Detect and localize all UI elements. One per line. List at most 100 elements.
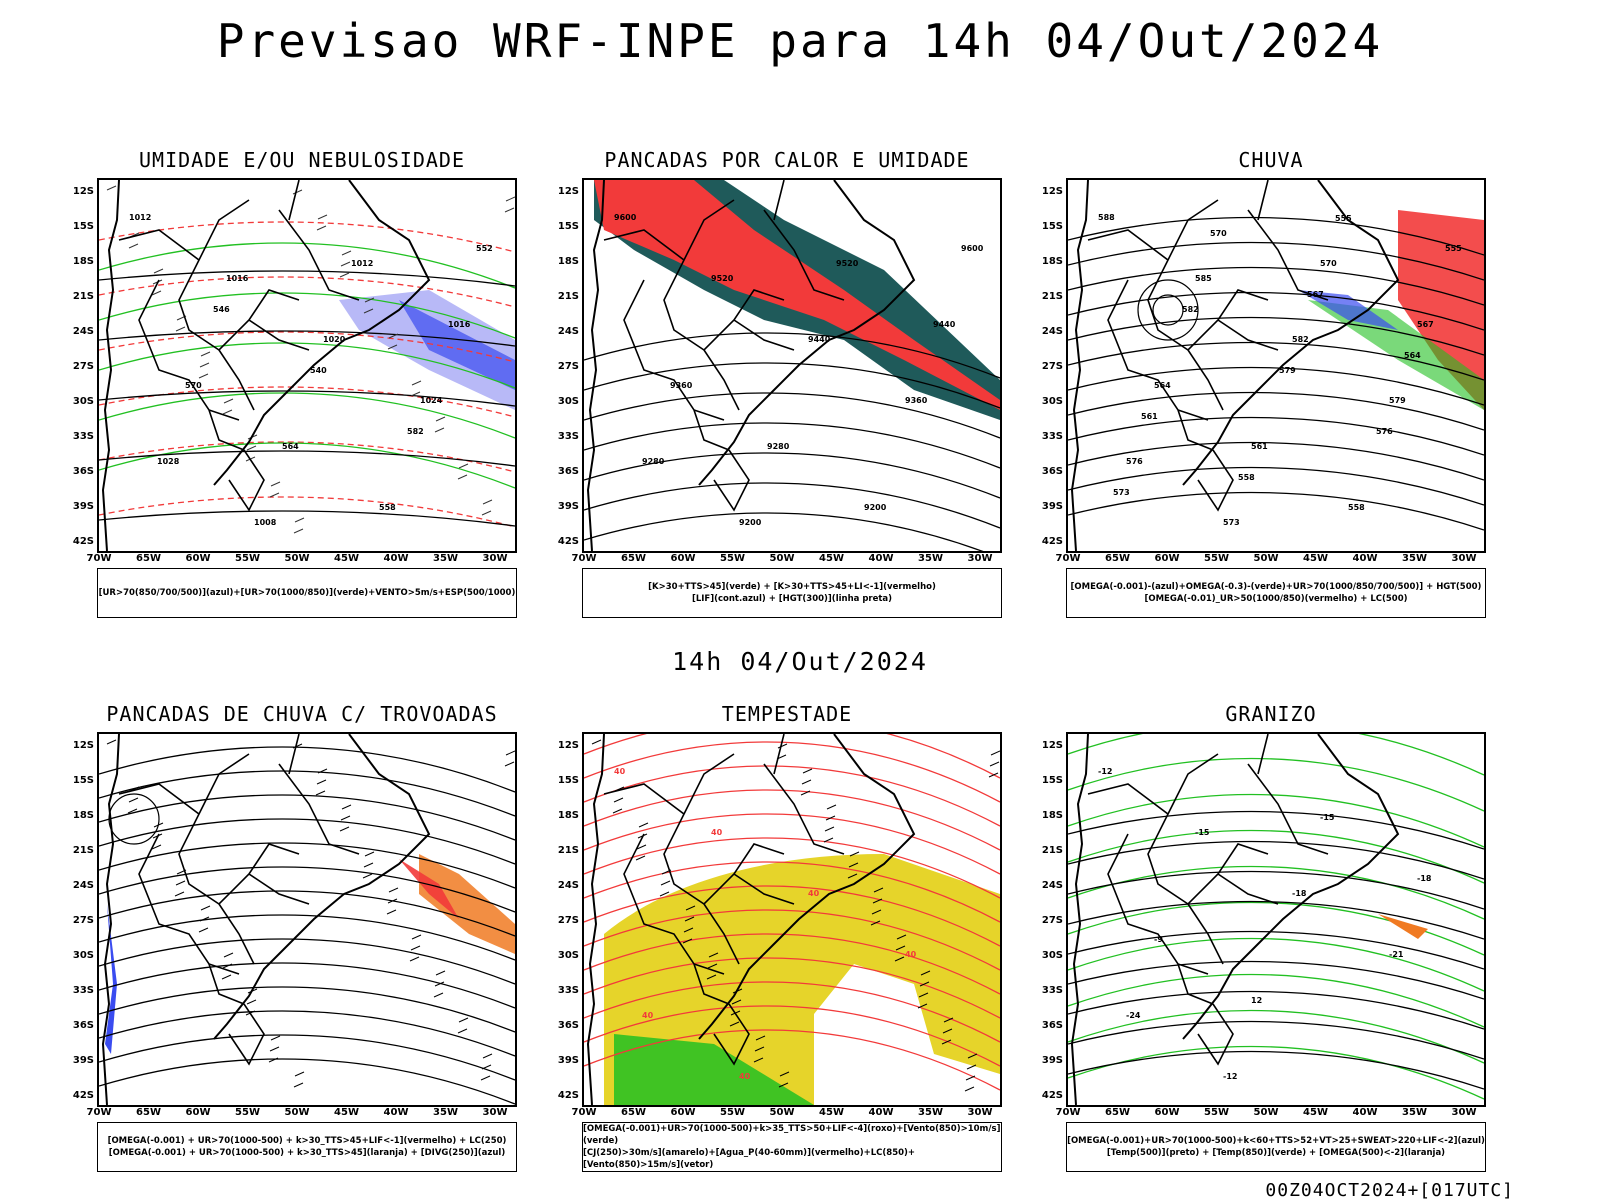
country-borders: [1087, 734, 1329, 1066]
map-area[interactable]: [97, 732, 517, 1107]
contour-label: 579: [1389, 396, 1406, 405]
legend-line: [K>30+TTS>45](verde) + [K>30+TTS>45+LI<-…: [648, 582, 936, 592]
storm-orange-area: [419, 854, 515, 954]
wind-vector: [363, 308, 374, 314]
wind-vector: [458, 1017, 469, 1023]
contour-line: [1068, 734, 1484, 776]
longitude-tick: 45W: [334, 553, 359, 564]
map-area[interactable]: 1012 1016 1020 1024 1028 1008 1012 1016 570 564 55…: [97, 178, 517, 553]
circulation-center: [1137, 279, 1199, 341]
wind-vector: [895, 945, 906, 951]
contour-line: [584, 1029, 1000, 1091]
legend-line: [OMEGA(-0.001)+UR>70(1000-500)+k<60+TTS>…: [1067, 1136, 1485, 1146]
wind-vector: [873, 887, 884, 893]
contour-line: [99, 276, 515, 308]
contour-line: [584, 789, 1000, 851]
contour-line: [99, 794, 515, 841]
wind-vector: [411, 380, 422, 386]
wind-vector: [482, 499, 493, 505]
country-borders: [603, 180, 845, 512]
wind-vector: [435, 416, 446, 422]
contour-line: [1068, 441, 1484, 481]
latitude-tick: 15S: [72, 221, 94, 232]
latitude-tick: 27S: [1041, 915, 1063, 926]
wind-vector: [826, 804, 837, 810]
legend-line: [OMEGA(-0.001)+UR>70(1000-500)+k>35_TTS>…: [583, 1124, 1001, 1146]
contour-line: [99, 330, 515, 347]
longitude-tick: 65W: [136, 553, 161, 564]
contour-label: 567: [1417, 320, 1434, 329]
rain-red-area: [1398, 210, 1484, 410]
contour-line: [584, 332, 1000, 379]
map-canvas: 40 40 40 40 40 40: [584, 734, 1000, 1105]
wind-vector: [153, 822, 164, 828]
forecast-date-label: 14h 04/Out/2024: [672, 647, 928, 676]
wind-vector: [340, 815, 351, 821]
wind-vector: [754, 1046, 765, 1052]
contour-label: 1020: [323, 335, 346, 344]
longitude-tick: 40W: [383, 553, 409, 564]
wind-vector: [223, 398, 234, 404]
wind-vector: [199, 916, 210, 922]
map-area[interactable]: -12 -15 -18 -21 -24 -12 -15 -18 -9 12: [1066, 732, 1486, 1107]
longitude-tick: 40W: [1352, 553, 1378, 564]
wind-vector: [825, 815, 836, 821]
wind-vector: [151, 290, 162, 296]
longitude-tick: 65W: [136, 1107, 161, 1118]
wind-vector: [364, 297, 375, 303]
wind-vector: [683, 927, 694, 933]
contour-line: [584, 885, 1000, 947]
wind-vector: [731, 999, 742, 1005]
contour-label: 552: [476, 244, 493, 253]
latitude-tick: 27S: [557, 361, 579, 372]
legend-line: [OMEGA(-0.001)-(azul)+OMEGA(-0.3)-(verde…: [1070, 582, 1482, 592]
contour-line: [99, 1034, 515, 1081]
latitude-tick: 18S: [72, 256, 94, 267]
contour-line: [99, 386, 515, 418]
longitude-tick: 45W: [819, 1107, 844, 1118]
contour-line: [99, 890, 515, 937]
wind-vector: [849, 851, 860, 857]
contour-line: [99, 442, 515, 489]
coastline: [586, 180, 916, 551]
wind-vector: [341, 804, 352, 810]
longitude-tick: 45W: [819, 553, 844, 564]
longitude-tick: 60W: [185, 553, 211, 564]
wind-vector: [942, 1028, 953, 1034]
latitude-tick: 30S: [72, 396, 94, 407]
latitude-axis: 12S 15S 18S 21S 24S 27S 30S 33S 36S 39S 42S: [1021, 178, 1065, 553]
longitude-tick: 35W: [433, 1107, 458, 1118]
longitude-tick: 70W: [1055, 553, 1081, 564]
contour-label: -18: [1417, 874, 1432, 883]
longitude-tick: 70W: [571, 553, 597, 564]
map-area[interactable]: 588 585 582 579 576 573 570 567 564 561 558 555 582 5…: [1066, 178, 1486, 553]
panel-legend: [UR>70(850/700/500)](azul)+[UR>70(1000/8…: [97, 568, 517, 618]
contour-label: 40: [711, 828, 723, 837]
wind-vector: [659, 891, 670, 897]
wind-vector: [457, 1028, 468, 1034]
contour-label: 573: [1223, 518, 1240, 527]
longitude-tick: 55W: [235, 553, 260, 564]
latitude-tick: 21S: [1041, 291, 1063, 302]
panel-legend: [K>30+TTS>45](verde) + [K>30+TTS>45+LI<-…: [582, 568, 1002, 618]
latitude-tick: 36S: [557, 466, 579, 477]
wind-vector: [315, 790, 326, 796]
contour-line: [99, 392, 515, 439]
longitude-tick: 30W: [1451, 1107, 1477, 1118]
longitude-tick: 35W: [918, 1107, 943, 1118]
latitude-tick: 27S: [1041, 361, 1063, 372]
contour-line: [99, 342, 515, 389]
contour-label: -21: [1389, 950, 1404, 959]
latitude-tick: 39S: [1041, 501, 1063, 512]
map-area[interactable]: 9600 9520 9440 9360 9280 9200 9520 9440 9360 9280…: [582, 178, 1002, 553]
wind-vector: [504, 207, 515, 213]
map-area[interactable]: 40 40 40 40 40 40: [582, 732, 1002, 1107]
legend-line: [LIF](cont.azul) + [HGT(300)](linha pret…: [691, 594, 893, 604]
wind-vector: [293, 528, 304, 534]
contour-label: 9520: [836, 259, 859, 268]
wind-vector: [294, 1071, 305, 1077]
wind-vector: [990, 750, 1000, 756]
wind-vector: [339, 272, 350, 278]
wind-vector: [410, 945, 421, 951]
wind-vector: [174, 891, 185, 897]
